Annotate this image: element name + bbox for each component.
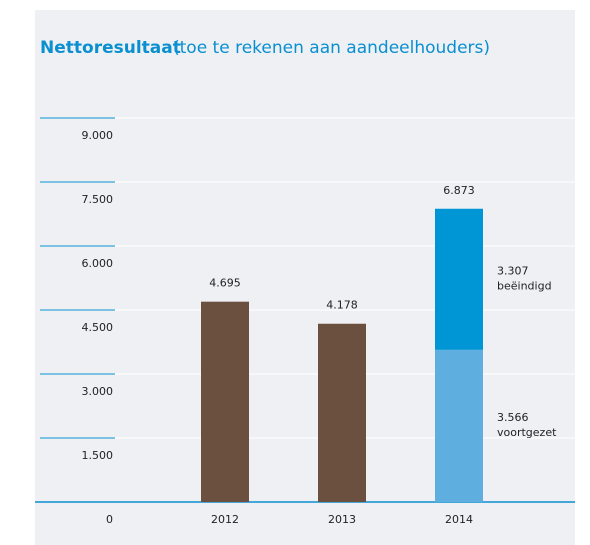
bar-segment (318, 323, 366, 502)
chart-title: Nettoresultaat (40, 38, 181, 58)
x-tick-label: 2013 (328, 513, 356, 526)
segment-value-label: 3.307 (497, 264, 529, 277)
y-tick-label: 9.000 (82, 129, 114, 142)
y-tick-label: 3.000 (82, 385, 114, 398)
segment-value-label: 3.566 (497, 411, 529, 424)
y-tick-label: 7.500 (82, 193, 114, 206)
y-tick-label: 1.500 (82, 449, 114, 462)
panel (35, 10, 575, 545)
x-tick-label: 2012 (211, 513, 239, 526)
bar-segment (435, 349, 483, 502)
segment-name-label: voortgezet (497, 426, 557, 439)
y-tick-label: 4.500 (82, 321, 114, 334)
y-tick-label: 0 (106, 513, 113, 526)
segment-name-label: beëindigd (497, 279, 552, 292)
total-label: 6.873 (443, 184, 475, 197)
chart-subtitle: (toe te rekenen aan aandeelhouders) (173, 38, 490, 58)
value-label: 4.178 (326, 299, 358, 312)
bar-segment (201, 301, 249, 502)
y-tick-label: 6.000 (82, 257, 114, 270)
bar-segment (435, 208, 483, 350)
x-tick-label: 2014 (445, 513, 473, 526)
value-label: 4.695 (209, 277, 241, 290)
